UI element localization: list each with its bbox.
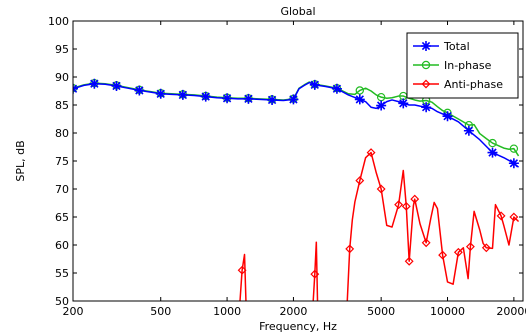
data-point-marker: [345, 244, 355, 254]
x-axis-label: Frequency, Hz: [259, 320, 337, 333]
data-point-marker: [222, 93, 233, 104]
data-point-marker: [331, 83, 342, 94]
data-point-marker: [237, 265, 247, 275]
data-point-marker: [310, 269, 320, 279]
legend-label: Total: [443, 40, 470, 53]
data-point-marker: [355, 86, 364, 95]
data-point-marker: [488, 138, 497, 148]
data-point-marker: [376, 184, 386, 194]
y-tick-label: 85: [55, 99, 69, 112]
data-point-marker: [401, 201, 411, 211]
data-point-marker: [410, 194, 420, 204]
data-point-marker: [508, 158, 519, 169]
y-tick-label: 90: [55, 71, 69, 84]
legend-swatch-marker: [421, 79, 431, 89]
data-point-marker: [453, 247, 463, 257]
legend-swatch-marker: [421, 60, 431, 70]
x-tick-label: 2000: [279, 305, 307, 318]
data-point-marker: [177, 89, 188, 100]
x-ticks: 200 500 1000 2000 5000 10000 20000: [63, 21, 526, 318]
x-tick-label: 500: [150, 305, 171, 318]
x-tick-label: 1000: [213, 305, 241, 318]
data-point-marker: [355, 176, 365, 186]
legend: Total In-phase Anti-phase: [406, 32, 519, 99]
y-ticks: 50 55 60 65 70 75 80 85 90 95 100: [48, 15, 523, 308]
y-tick-label: 60: [55, 239, 69, 252]
series-line: [239, 151, 520, 301]
legend-swatch-marker: [421, 41, 431, 51]
data-point-marker: [89, 78, 100, 89]
data-point-marker: [496, 211, 506, 221]
legend-label: Anti-phase: [444, 78, 503, 91]
y-tick-label: 70: [55, 183, 69, 196]
data-point-marker: [398, 98, 409, 109]
y-tick-label: 80: [55, 127, 69, 140]
y-tick-label: 75: [55, 155, 69, 168]
y-tick-label: 65: [55, 211, 69, 224]
data-point-marker: [111, 80, 122, 91]
data-point-marker: [509, 144, 519, 153]
y-tick-label: 50: [55, 295, 69, 308]
data-point-marker: [421, 102, 432, 113]
data-point-marker: [421, 238, 431, 248]
data-point-marker: [465, 242, 475, 252]
data-point-marker: [376, 100, 387, 111]
y-tick-label: 95: [55, 43, 69, 56]
data-point-marker: [354, 94, 365, 105]
y-tick-label: 100: [48, 15, 69, 28]
data-point-marker: [366, 148, 376, 158]
x-tick-label: 10000: [430, 305, 465, 318]
data-point-marker: [442, 111, 453, 122]
data-point-marker: [404, 256, 414, 266]
x-tick-label: 5000: [367, 305, 395, 318]
series-total: [73, 78, 520, 169]
data-point-marker: [487, 147, 498, 158]
data-point-marker: [481, 243, 491, 253]
chart-title: Global: [280, 5, 315, 18]
data-point-marker: [200, 91, 211, 102]
legend-label: In-phase: [444, 59, 492, 72]
data-point-marker: [267, 94, 278, 105]
data-point-marker: [288, 94, 299, 105]
data-point-marker: [394, 200, 404, 210]
series-anti-phase: [237, 148, 520, 301]
series-layer: [73, 78, 520, 301]
data-point-marker: [134, 85, 145, 96]
y-tick-label: 55: [55, 267, 69, 280]
data-point-marker: [243, 93, 254, 104]
y-axis-label: SPL, dB: [14, 140, 27, 181]
data-point-marker: [309, 79, 320, 90]
data-point-marker: [509, 212, 519, 222]
data-point-marker: [155, 88, 166, 99]
x-tick-label: 20000: [496, 305, 526, 318]
data-point-marker: [438, 250, 448, 260]
x-tick-label: 200: [63, 305, 84, 318]
data-point-marker: [463, 125, 474, 136]
